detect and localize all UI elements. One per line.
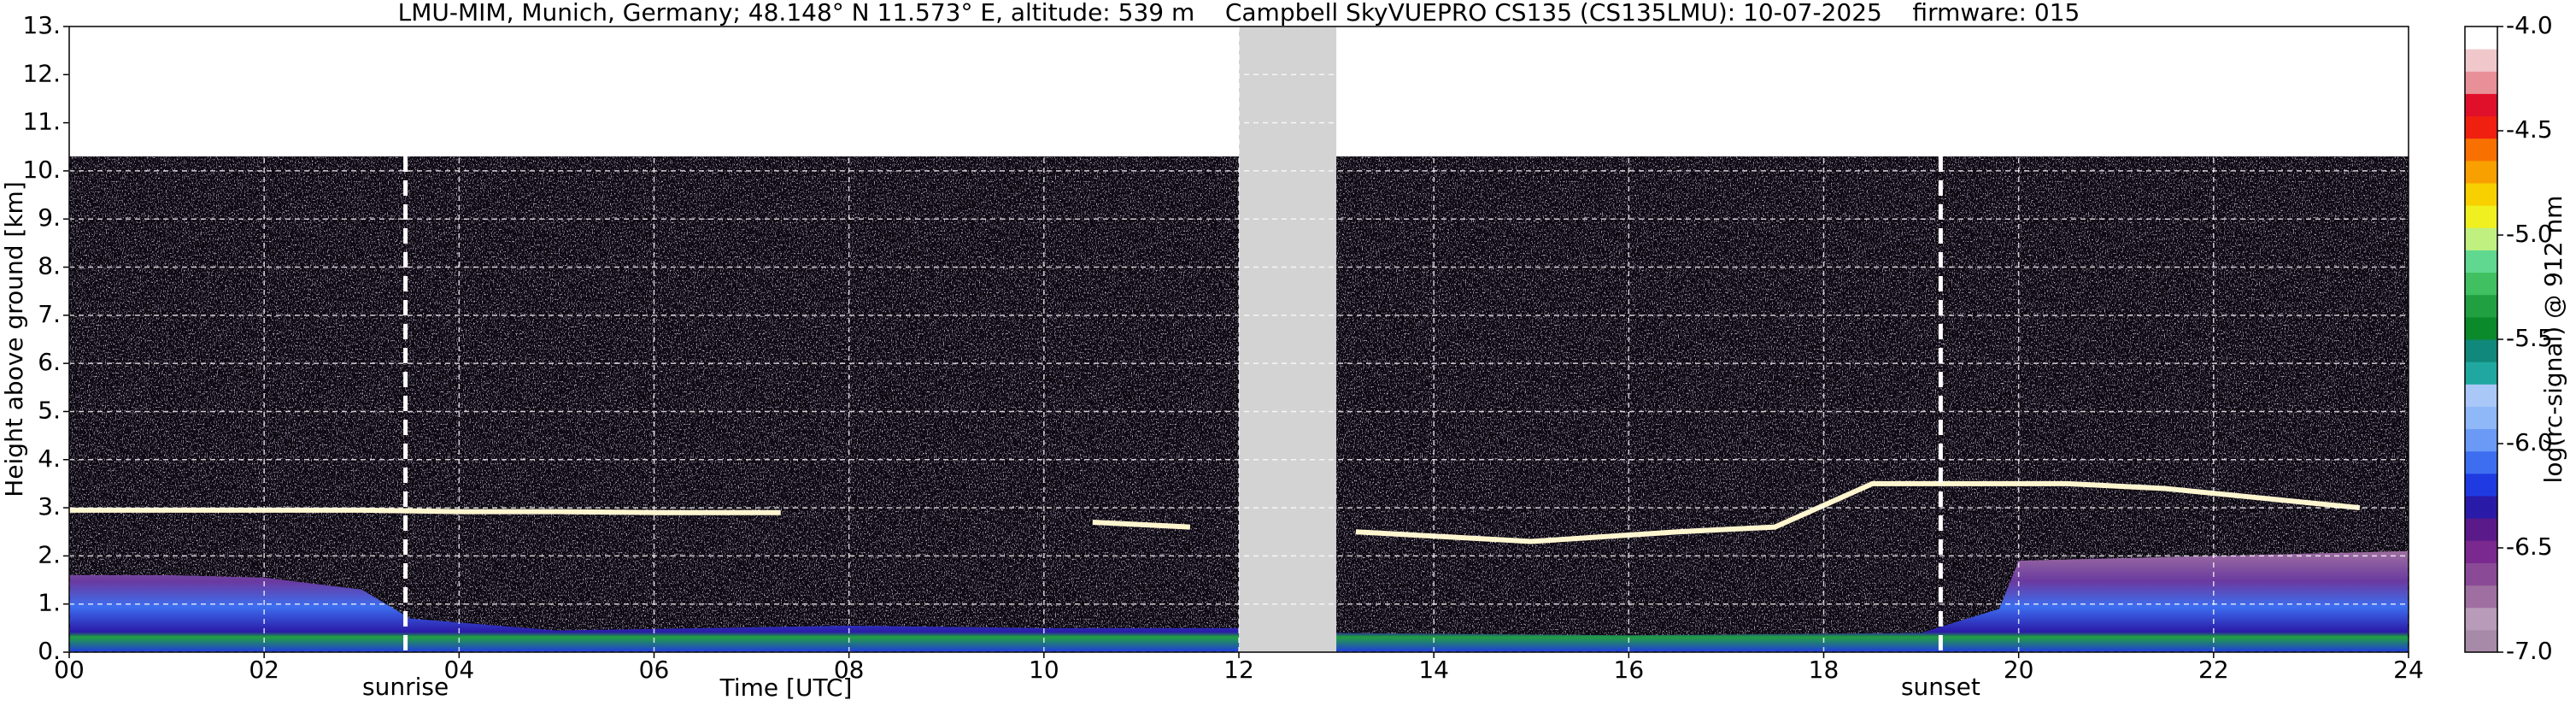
colorbar-cell [2465, 250, 2497, 274]
colorbar-tick-label: -6.0 [2506, 428, 2553, 456]
y-tick-label: 4. [38, 444, 61, 473]
colorbar-cell [2465, 294, 2497, 318]
colorbar-cell [2465, 93, 2497, 117]
x-tick-label: 16 [1614, 656, 1645, 684]
colorbar-cell [2465, 496, 2497, 519]
cloud-layer [69, 480, 2361, 544]
colorbar-cell [2465, 518, 2497, 541]
colorbar-tick-label: -4.0 [2506, 11, 2553, 39]
colorbar-tick-label: -4.5 [2506, 115, 2553, 144]
colorbar-tick-label: -7.0 [2506, 637, 2553, 665]
y-tick-label: 1. [38, 589, 61, 617]
colorbar-tick-label: -5.5 [2506, 324, 2553, 352]
y-tick-label: 2. [38, 540, 61, 568]
x-tick-label: 14 [1418, 656, 1449, 684]
colorbar-tick-label: -5.0 [2506, 220, 2553, 248]
colorbar-cell [2465, 384, 2497, 407]
x-tick-label: 08 [834, 656, 865, 684]
y-tick-label: 10. [22, 156, 61, 184]
x-axis-label: Time [UTC] [719, 674, 853, 702]
colorbar-cell [2465, 26, 2497, 50]
x-tick-label: 24 [2393, 656, 2424, 684]
colorbar-cell [2465, 629, 2497, 653]
chart-title: LMU-MIM, Munich, Germany; 48.148° N 11.5… [398, 0, 2080, 26]
colorbar-cell [2465, 406, 2497, 430]
x-tick-label: 18 [1809, 656, 1840, 684]
colorbar-cell [2465, 160, 2497, 184]
y-tick-label: 7. [38, 300, 61, 328]
y-tick-label: 13. [22, 11, 61, 39]
colorbar-cell [2465, 138, 2497, 162]
x-tick-label: 02 [249, 656, 279, 684]
colorbar-cell [2465, 428, 2497, 452]
x-tick-label: 20 [2004, 656, 2034, 684]
colorbar-cell [2465, 339, 2497, 362]
colorbar-cell [2465, 362, 2497, 385]
y-tick-label: 0. [38, 637, 61, 665]
x-tick-label: 06 [639, 656, 670, 684]
y-tick-label: 5. [38, 396, 61, 424]
colorbar-cell [2465, 71, 2497, 94]
y-tick-label: 12. [22, 59, 61, 87]
colorbar-cell [2465, 183, 2497, 206]
annotation-label: sunrise [362, 673, 449, 701]
colorbar-cell [2465, 49, 2497, 72]
colorbar-cell [2465, 473, 2497, 497]
y-tick-label: 9. [38, 203, 61, 232]
colorbar-cell [2465, 540, 2497, 563]
y-axis-label: Height above ground [km] [0, 181, 28, 497]
annotation-label: sunset [1901, 673, 1980, 701]
x-tick-label: 22 [2198, 656, 2229, 684]
y-tick-label: 3. [38, 492, 61, 521]
colorbar-cell [2465, 607, 2497, 631]
x-tick-label: 00 [54, 656, 85, 684]
colorbar-cell [2465, 272, 2497, 296]
colorbar-cell [2465, 227, 2497, 250]
colorbar-label: log(rc-signal) @ 912 nm [2539, 196, 2567, 484]
colorbar-cell [2465, 205, 2497, 228]
x-tick-label: 12 [1223, 656, 1254, 684]
colorbar-cell [2465, 562, 2497, 586]
y-tick-label: 6. [38, 348, 61, 376]
x-tick-label: 04 [444, 656, 475, 684]
x-tick-label: 10 [1029, 656, 1059, 684]
y-tick-label: 8. [38, 252, 61, 280]
colorbar-cell [2465, 316, 2497, 340]
y-tick-label: 11. [22, 108, 61, 136]
plot-frame [68, 26, 2409, 653]
colorbar-tick-label: -6.5 [2506, 532, 2553, 561]
no-data-gap [1239, 26, 1337, 652]
colorbar-cell [2465, 450, 2497, 474]
colorbar-cell [2465, 115, 2497, 139]
colorbar-cell [2465, 585, 2497, 609]
